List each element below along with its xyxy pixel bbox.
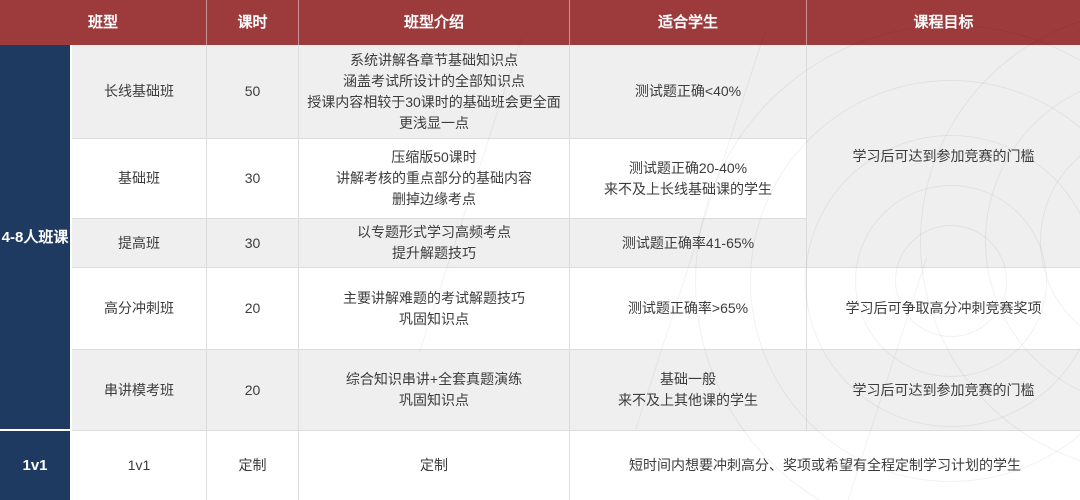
- class-name-cell: 1v1: [72, 431, 207, 500]
- intro-cell: 主要讲解难题的考试解题技巧 巩固知识点: [299, 268, 570, 350]
- intro-cell: 压缩版50课时 讲解考核的重点部分的基础内容 删掉边缘考点: [299, 139, 570, 219]
- intro-cell: 综合知识串讲+全套真题演练 巩固知识点: [299, 350, 570, 431]
- goal-cell: 学习后可达到参加竞赛的门槛: [807, 350, 1080, 431]
- hours-cell: 20: [207, 268, 299, 350]
- goal-cell-merged: 学习后可达到参加竞赛的门槛: [807, 45, 1080, 268]
- hours-cell: 30: [207, 139, 299, 219]
- students-cell: 基础一般 来不及上其他课的学生: [570, 350, 807, 431]
- intro-cell: 系统讲解各章节基础知识点 涵盖考试所设计的全部知识点 授课内容相较于30课时的基…: [299, 45, 570, 139]
- class-name-cell: 长线基础班: [72, 45, 207, 139]
- header-course-goal: 课程目标: [807, 0, 1080, 45]
- students-cell: 测试题正确率>65%: [570, 268, 807, 350]
- hours-cell: 20: [207, 350, 299, 431]
- goal-cell: 学习后可争取高分冲刺竞赛奖项: [807, 268, 1080, 350]
- group-label-small-class: 4-8人班课: [0, 45, 72, 431]
- hours-cell: 定制: [207, 431, 299, 500]
- header-hours: 课时: [207, 0, 299, 45]
- intro-cell: 以专题形式学习高频考点 提升解题技巧: [299, 219, 570, 268]
- class-name-cell: 高分冲刺班: [72, 268, 207, 350]
- students-cell: 测试题正确率41-65%: [570, 219, 807, 268]
- students-cell: 测试题正确20-40% 来不及上长线基础课的学生: [570, 139, 807, 219]
- header-suitable-students: 适合学生: [570, 0, 807, 45]
- students-goal-merged-cell: 短时间内想要冲刺高分、奖项或希望有全程定制学习计划的学生: [570, 431, 1080, 500]
- intro-cell: 定制: [299, 431, 570, 500]
- header-class-type: 班型: [0, 0, 207, 45]
- hours-cell: 50: [207, 45, 299, 139]
- students-cell: 测试题正确<40%: [570, 45, 807, 139]
- header-class-intro: 班型介绍: [299, 0, 570, 45]
- class-name-cell: 提高班: [72, 219, 207, 268]
- group-label-1v1: 1v1: [0, 431, 72, 500]
- class-name-cell: 串讲模考班: [72, 350, 207, 431]
- hours-cell: 30: [207, 219, 299, 268]
- class-name-cell: 基础班: [72, 139, 207, 219]
